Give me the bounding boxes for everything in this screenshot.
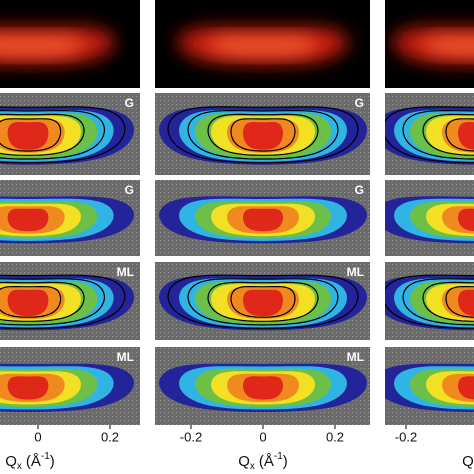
panel [155,347,370,425]
panel [155,0,370,88]
panel [0,262,140,340]
axis-label-part: Q [462,453,474,470]
axis-label-part: (Å [259,453,274,470]
column: G G ML ML -0.2 0 0.2 Qx (Å-1) [155,0,370,472]
panel [385,93,474,175]
panel [0,180,140,256]
column: G G ML ML 0 0.2 Qx (Å-1) [0,0,140,472]
contour-line [422,281,474,322]
panel [385,180,474,256]
x-axis-label: Qx (Å-1) [5,451,55,472]
panel-label: ML [347,265,364,279]
contour-line [0,281,85,322]
panel [155,93,370,175]
contour-line [402,110,474,160]
panel-label: G [355,96,364,110]
axis-label-part: ) [283,453,288,470]
contour-line [0,113,85,156]
intensity-core [208,36,318,56]
panel [0,347,140,425]
axis-label-part: Q [238,453,250,470]
contour-line [0,278,106,326]
axis-label-part: -1 [41,451,50,462]
contour-level [7,376,49,400]
contour-level [243,122,283,150]
contour-line [445,118,474,152]
contour-level [458,289,474,316]
panel-label: ML [117,350,134,364]
panel [385,262,474,340]
contour-line [0,274,126,330]
contour-level [7,289,49,317]
panel [0,0,140,88]
contour-line [167,106,359,164]
contour-level [458,122,474,150]
x-axis-label: Qx (Å-1) [238,451,288,472]
contour-line [0,286,62,318]
panel [0,93,140,175]
panel-label: ML [117,265,134,279]
panel [385,0,474,88]
contour-line [422,113,474,156]
axis-label-part: x [17,461,22,472]
x-axis-label: Q [462,453,474,470]
contour-level [458,376,474,400]
contour-level [243,376,283,400]
x-tick-label: -0.2 [395,429,417,444]
panel [155,180,370,256]
intensity-core [0,36,85,56]
x-tick-label: 0.2 [101,429,119,444]
column: -0.2 Q [385,0,474,470]
panel [155,262,370,340]
panel [385,347,474,425]
contour-line [0,110,106,160]
x-tick-label: -0.2 [180,429,202,444]
axis-label-part: x [250,461,255,472]
contour-line [230,286,296,318]
axis-label-part: Q [5,453,17,470]
axis-label-part: -1 [274,451,283,462]
contour-line [402,278,474,326]
contour-line [207,281,319,322]
contour-level [243,208,283,232]
panel-label: ML [347,350,364,364]
contour-line [187,278,339,326]
contour-line [445,286,474,318]
contour-line [0,106,126,164]
contour-line [207,113,319,156]
panel-label: G [355,183,364,197]
contour-line [187,110,339,160]
contour-level [458,208,474,232]
x-tick-label: 0 [259,429,266,444]
axis-label-part: (Å [26,453,41,470]
contour-line [167,274,359,330]
contour-level [7,208,49,232]
panel-label: G [125,183,134,197]
axis-label-part: ) [50,453,55,470]
intensity-core [423,36,474,56]
x-tick-label: 0 [34,429,41,444]
panel-label: G [125,96,134,110]
contour-level [7,122,49,150]
contour-line [0,118,62,152]
contour-line [230,118,296,152]
contour-level [243,289,283,317]
x-tick-label: 0.2 [326,429,344,444]
